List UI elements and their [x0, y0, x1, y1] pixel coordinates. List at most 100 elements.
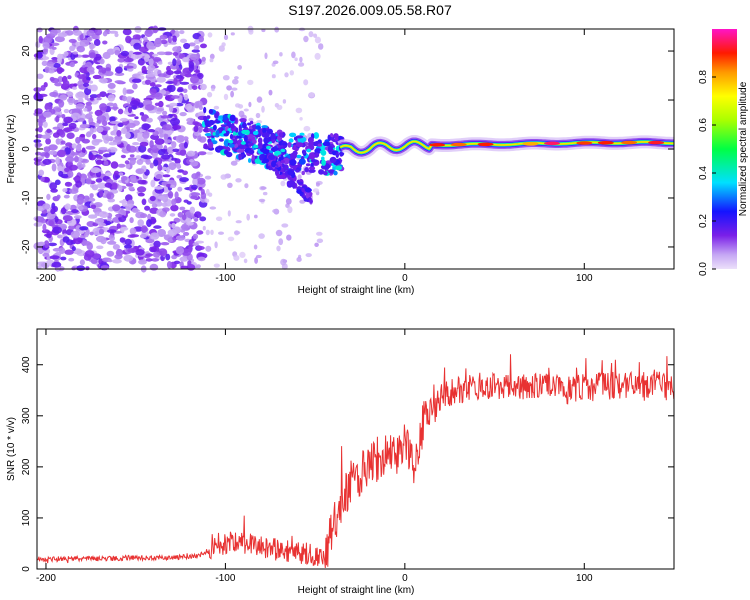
- noise-blob: [172, 51, 179, 56]
- noise-blob: [78, 152, 86, 158]
- noise-blob: [42, 158, 52, 165]
- noise-blob: [144, 104, 155, 111]
- noise-blob: [173, 77, 178, 86]
- noise-blob: [71, 209, 79, 214]
- noise-blob: [144, 205, 151, 211]
- signal-blob: [261, 125, 269, 129]
- noise-blob: [38, 35, 43, 44]
- noise-blob: [135, 168, 145, 175]
- signal-blob: [308, 168, 316, 173]
- noise-blob: [174, 191, 179, 200]
- noise-blob: [172, 58, 177, 67]
- signal-blob: [288, 138, 294, 143]
- noise-blob: [161, 202, 168, 207]
- noise-blob: [186, 221, 194, 226]
- noise-blob: [90, 258, 98, 264]
- noise-blob: [85, 131, 91, 138]
- noise-blob: [52, 226, 63, 234]
- noise-blob: [149, 162, 154, 169]
- noise-blob: [151, 203, 158, 208]
- noise-blob: [37, 156, 45, 160]
- signal-blob: [257, 137, 263, 144]
- signal-blob: [232, 131, 236, 136]
- noise-blob: [79, 226, 89, 231]
- spectrogram-x-label: Height of straight line (km): [298, 285, 415, 296]
- noise-blob: [99, 190, 104, 198]
- noise-blob: [201, 56, 206, 62]
- signal-blob: [308, 166, 316, 170]
- noise-blob: [98, 67, 103, 73]
- noise-blob: [102, 31, 108, 37]
- noise-blob: [57, 234, 64, 239]
- snr-panel: -200 -100 0 100 0 100 200 300 400 Height of str…: [6, 328, 675, 596]
- noise-blob: [154, 102, 160, 107]
- noise-blob: [114, 72, 125, 76]
- noise-blob: [145, 238, 155, 244]
- noise-blob: [114, 80, 124, 84]
- noise-blob: [303, 79, 309, 86]
- noise-blob: [253, 214, 258, 219]
- noise-blob: [174, 30, 180, 38]
- y-tick-label: -20: [21, 239, 32, 254]
- noise-blob: [299, 199, 306, 204]
- noise-blob: [141, 65, 147, 73]
- signal-blob: [203, 115, 208, 121]
- noise-blob: [62, 236, 70, 243]
- noise-blob: [168, 238, 174, 243]
- noise-blob: [169, 213, 176, 217]
- noise-blob: [260, 186, 267, 190]
- noise-blob: [192, 121, 199, 126]
- noise-blob: [314, 36, 321, 44]
- signal-hotspot: [597, 141, 614, 145]
- noise-blob: [231, 87, 238, 91]
- noise-blob: [149, 232, 160, 240]
- y-tick-label: 100: [21, 509, 32, 526]
- noise-blob: [113, 170, 120, 176]
- noise-blob: [183, 199, 189, 203]
- noise-blob: [172, 35, 177, 43]
- noise-blob: [303, 125, 311, 132]
- noise-blob: [129, 217, 134, 224]
- noise-blob: [60, 256, 67, 261]
- noise-blob: [105, 220, 112, 226]
- signal-blob: [287, 169, 294, 176]
- noise-blob: [89, 42, 95, 50]
- noise-blob: [132, 34, 142, 40]
- noise-blob: [52, 132, 60, 138]
- noise-blob: [56, 67, 65, 73]
- noise-blob: [75, 180, 82, 188]
- noise-blob: [153, 39, 162, 48]
- noise-blob: [145, 258, 153, 262]
- noise-blob: [124, 244, 132, 249]
- noise-blob: [175, 58, 182, 66]
- noise-blob: [114, 32, 119, 38]
- noise-blob: [226, 85, 233, 91]
- noise-blob: [179, 112, 187, 117]
- noise-blob: [101, 126, 111, 131]
- noise-blob: [71, 112, 81, 120]
- noise-blob: [81, 147, 86, 154]
- noise-blob: [53, 62, 61, 68]
- noise-blob: [171, 254, 178, 260]
- noise-blob: [43, 121, 48, 128]
- noise-blob: [196, 264, 201, 269]
- noise-blob: [149, 82, 156, 87]
- signal-blob: [290, 152, 297, 159]
- noise-blob: [102, 120, 108, 127]
- signal-blob: [315, 134, 318, 138]
- noise-blob: [189, 53, 198, 61]
- signal-blob: [296, 189, 303, 194]
- noise-blob: [152, 57, 162, 62]
- noise-blob: [144, 54, 150, 63]
- noise-blob: [129, 154, 135, 158]
- noise-blob: [122, 95, 127, 102]
- noise-blob: [209, 53, 215, 60]
- noise-blob: [196, 230, 204, 235]
- signal-blob: [280, 159, 285, 164]
- noise-blob: [155, 174, 163, 179]
- noise-blob: [62, 80, 70, 87]
- spectrogram-y-label: Frequency (Hz): [6, 115, 17, 184]
- noise-blob: [207, 91, 213, 98]
- noise-blob: [46, 193, 51, 200]
